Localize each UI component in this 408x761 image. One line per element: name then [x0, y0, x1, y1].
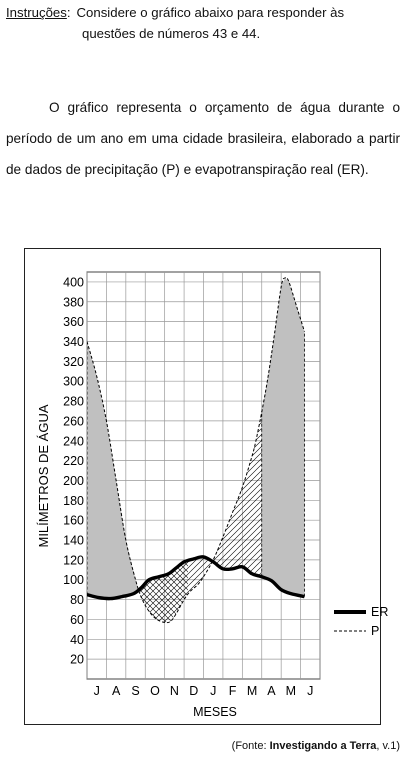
x-tick-label: F [229, 684, 237, 698]
x-tick-label: J [307, 684, 313, 698]
y-tick-label: 260 [63, 414, 84, 428]
intro-paragraph: O gráfico representa o orçamento de água… [6, 92, 400, 185]
soil-usage-area [187, 556, 210, 595]
surplus-area-left [87, 341, 141, 599]
intro-paragraph-text: O gráfico representa o orçamento de água… [6, 100, 400, 177]
x-tick-label: M [247, 684, 257, 698]
y-tick-label: 60 [70, 613, 84, 627]
chart-areas [87, 278, 305, 623]
x-axis-label: MESES [193, 705, 237, 719]
legend-label-P: P [371, 624, 379, 638]
y-tick-label: 240 [63, 434, 84, 448]
x-tick-label: M [286, 684, 296, 698]
y-tick-label: 320 [63, 355, 84, 369]
y-tick-label: 80 [70, 593, 84, 607]
y-tick-label: 40 [70, 633, 84, 647]
chart-lines [87, 277, 305, 624]
instructions-line2: questões de números 43 e 44. [82, 26, 261, 41]
y-tick-label: 280 [63, 395, 84, 409]
chart-frame [24, 248, 381, 725]
x-tick-label: S [131, 684, 139, 698]
y-tick-label: 180 [63, 494, 84, 508]
x-tick-label: A [267, 684, 276, 698]
y-tick-label: 120 [63, 553, 84, 567]
x-tick-label: O [150, 684, 160, 698]
y-tick-label: 400 [63, 275, 84, 289]
x-tick-label: N [170, 684, 179, 698]
y-axis-label: MILÍMETROS DE ÁGUA [36, 404, 51, 547]
legend-label-ER: ER [371, 605, 388, 619]
source-citation: (Fonte: Investigando a Terra, v.1) [232, 740, 400, 752]
deficit-area [140, 560, 188, 623]
source-title: Investigando a Terra [269, 740, 377, 752]
series-line-ER [87, 555, 305, 601]
y-tick-label: 160 [63, 514, 84, 528]
y-tick-label: 300 [63, 375, 84, 389]
x-tick-label: J [94, 684, 100, 698]
source-prefix: (Fonte: [231, 740, 270, 752]
y-tick-label: 20 [70, 653, 84, 667]
y-tick-label: 200 [63, 474, 84, 488]
y-tick-label: 380 [63, 295, 84, 309]
chart-legend: ER P [334, 605, 388, 638]
instructions-block: Instruções: Considere o gráfico abaixo p… [6, 2, 402, 44]
chart-ticks: 20 40 60 80 100 120 140 160 180 200 220 240 260 280 30… [63, 275, 313, 698]
soil-recharge-area [209, 410, 262, 577]
y-tick-label: 360 [63, 315, 84, 329]
x-tick-label: J [210, 684, 216, 698]
instructions-label: Instruções [6, 5, 67, 20]
source-suffix: , v.1) [376, 740, 400, 752]
instructions-line1: Considere o gráfico abaixo para responde… [76, 5, 345, 20]
surplus-area-right [261, 278, 305, 597]
x-tick-label: A [112, 684, 121, 698]
instructions-colon: : [66, 5, 71, 20]
y-tick-label: 100 [63, 573, 84, 587]
y-tick-label: 340 [63, 335, 84, 349]
y-tick-label: 220 [63, 454, 84, 468]
x-tick-label: D [189, 684, 198, 698]
y-tick-label: 140 [63, 534, 84, 548]
